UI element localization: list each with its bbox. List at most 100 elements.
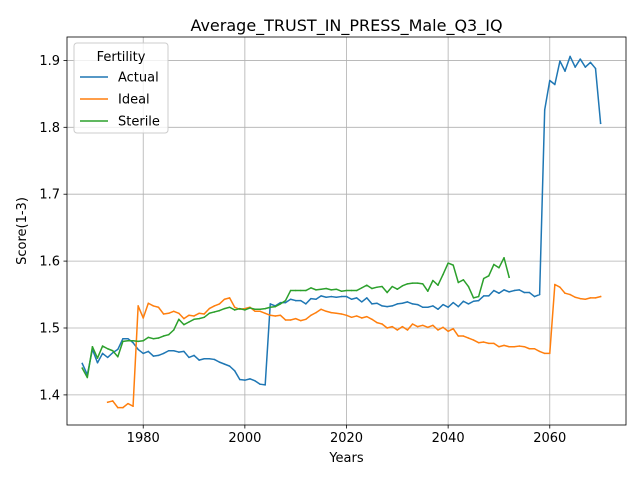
data-point — [305, 303, 307, 305]
data-point — [193, 354, 195, 357]
data-point — [574, 296, 576, 298]
data-point — [482, 295, 485, 297]
data-point — [366, 315, 368, 318]
data-point — [274, 315, 277, 317]
data-point — [503, 289, 505, 291]
data-point — [528, 347, 531, 350]
data-point — [289, 319, 292, 321]
data-point — [157, 337, 160, 339]
data-point — [233, 306, 236, 309]
legend: Fertility Actual Ideal Sterile — [73, 42, 169, 134]
data-point — [447, 306, 449, 309]
data-point — [223, 298, 226, 300]
data-point — [172, 329, 175, 331]
data-point — [376, 321, 378, 324]
data-point — [396, 288, 399, 290]
data-point — [518, 345, 521, 347]
data-point — [330, 295, 332, 298]
data-point — [589, 61, 592, 64]
data-point — [264, 312, 266, 315]
data-point — [223, 363, 226, 365]
data-point — [599, 295, 602, 298]
data-point — [371, 303, 373, 305]
x-tick-label: 2060 — [533, 431, 566, 446]
data-point — [167, 349, 170, 352]
y-tick-label: 1.7 — [39, 188, 60, 203]
data-point — [482, 277, 485, 280]
data-point — [188, 356, 190, 359]
data-point — [361, 301, 363, 303]
data-point — [315, 298, 317, 300]
data-point — [269, 306, 272, 309]
data-point — [462, 279, 465, 281]
data-point — [366, 284, 368, 286]
data-point — [472, 297, 475, 299]
data-point — [294, 317, 297, 320]
legend-label: Actual — [118, 71, 159, 86]
data-point — [584, 66, 587, 68]
series-lines — [81, 55, 602, 409]
data-point — [198, 317, 200, 320]
data-point — [381, 323, 383, 325]
data-point — [549, 352, 551, 355]
data-point — [315, 289, 317, 291]
data-point — [228, 297, 231, 299]
x-tick-label: 2020 — [330, 431, 363, 446]
data-point — [442, 273, 444, 276]
data-point — [284, 319, 287, 321]
data-point — [371, 318, 373, 321]
data-point — [117, 356, 119, 358]
data-point — [401, 285, 404, 287]
data-point — [111, 352, 114, 354]
data-point — [269, 303, 272, 305]
data-point — [208, 307, 211, 310]
data-point — [559, 60, 561, 62]
data-point — [381, 305, 383, 307]
data-point — [137, 305, 139, 307]
data-point — [447, 330, 449, 333]
data-point — [213, 311, 216, 313]
data-point — [513, 289, 515, 292]
data-point — [172, 349, 175, 352]
data-point — [452, 264, 454, 266]
data-point — [167, 333, 170, 336]
data-point — [396, 329, 399, 331]
data-point — [259, 308, 261, 311]
data-point — [366, 297, 368, 299]
data-point — [538, 293, 541, 296]
data-point — [264, 384, 266, 386]
data-point — [416, 303, 419, 306]
data-point — [477, 295, 480, 298]
x-axis-ticks: 1980 2000 2020 2040 2060 — [127, 425, 566, 446]
data-point — [569, 293, 571, 296]
data-point — [117, 406, 119, 409]
data-point — [132, 339, 134, 342]
data-point — [569, 55, 571, 58]
chart-title: Average_TRUST_IN_PRESS_Male_Q3_IQ — [190, 16, 502, 36]
data-point — [315, 311, 317, 314]
data-point — [218, 303, 221, 305]
legend-box — [73, 42, 169, 134]
data-point — [274, 305, 277, 308]
grid-lines — [67, 37, 626, 425]
data-point — [345, 289, 348, 292]
data-point — [432, 279, 434, 282]
data-point — [432, 324, 434, 327]
data-point — [208, 312, 211, 315]
data-point — [81, 367, 83, 369]
legend-title: Fertility — [97, 50, 146, 65]
data-point — [137, 348, 139, 351]
data-point — [457, 335, 460, 337]
data-point — [442, 326, 444, 329]
series-ideal — [106, 283, 602, 409]
data-point — [472, 300, 475, 302]
data-point — [508, 345, 510, 348]
data-point — [584, 298, 587, 300]
data-point — [152, 337, 155, 340]
data-point — [218, 361, 221, 363]
data-point — [411, 303, 414, 305]
data-point — [498, 267, 500, 269]
data-point — [391, 325, 393, 328]
data-point — [335, 312, 338, 315]
